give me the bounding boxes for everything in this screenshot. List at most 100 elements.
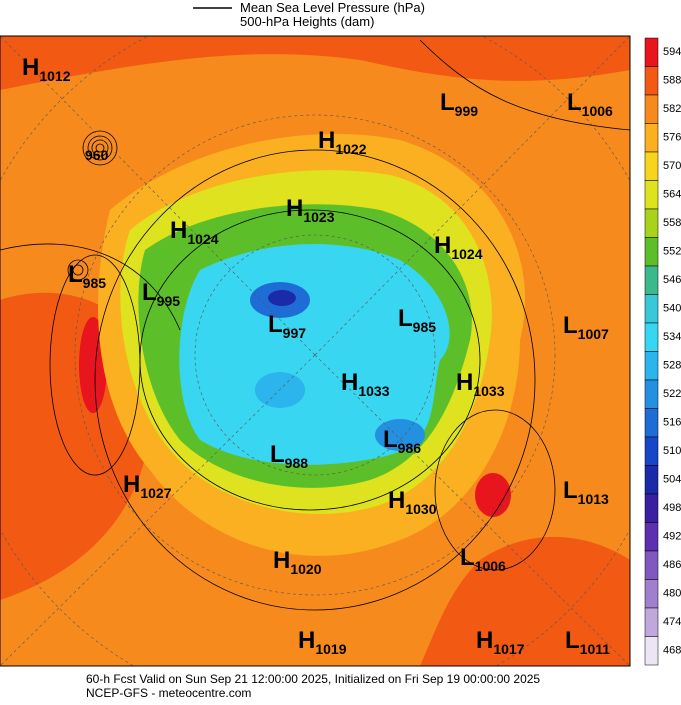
center-letter: L — [440, 89, 455, 116]
pressure-center: L985 — [68, 261, 106, 291]
colorbar-label: 534 — [663, 331, 681, 343]
pressure-center: L985 — [398, 305, 436, 335]
center-value: 1013 — [578, 491, 609, 507]
pressure-center: H1020 — [273, 547, 322, 577]
center-value: 988 — [285, 455, 309, 471]
colorbar-swatch — [644, 607, 659, 637]
colorbar-label: 516 — [663, 417, 681, 429]
colorbar-label: 552 — [663, 246, 681, 258]
center-letter: H — [388, 487, 405, 514]
center-value: 1020 — [290, 561, 321, 577]
colorbar-swatch — [644, 180, 659, 210]
colorbar-label: 522 — [663, 388, 681, 400]
colorbar-label: 558 — [663, 217, 681, 229]
center-value: 1023 — [303, 209, 334, 225]
center-value: 1006 — [475, 558, 506, 574]
footer-valid: 60-h Fcst Valid on Sun Sep 21 12:00:00 2… — [86, 672, 540, 686]
colorbar-swatch — [644, 294, 659, 324]
legend-line-label: Mean Sea Level Pressure (hPa) — [240, 0, 425, 15]
colorbar-label: 498 — [663, 502, 681, 514]
pressure-center: L1013 — [563, 477, 609, 507]
colorbar-label: 528 — [663, 360, 681, 372]
pressure-center: H1019 — [298, 627, 347, 657]
center-value: 1033 — [473, 383, 504, 399]
colorbar-swatch — [644, 123, 659, 153]
center-value: 1027 — [140, 485, 171, 501]
colorbar-swatch — [644, 94, 659, 124]
center-letter: L — [383, 426, 398, 453]
center-value: 985 — [413, 319, 437, 335]
colorbar-label: 576 — [663, 132, 681, 144]
center-letter: H — [476, 627, 493, 654]
pressure-center: H1023 — [286, 195, 335, 225]
center-value: 986 — [398, 440, 422, 456]
center-value: 960 — [85, 147, 109, 163]
colorbar: 594 588 582 576 570 564 558 552 546 540 534 528 522 5… — [644, 37, 681, 666]
center-letter: H — [318, 127, 335, 154]
colorbar-swatch — [644, 379, 659, 409]
pressure-center: H1033 — [456, 369, 505, 399]
colorbar-swatch — [644, 579, 659, 609]
pressure-center: H1033 — [341, 369, 390, 399]
pressure-center: L1006 — [567, 89, 613, 119]
center-letter: L — [268, 311, 283, 338]
colorbar-label: 468 — [663, 645, 681, 657]
center-value: 985 — [83, 275, 107, 291]
colorbar-label: 480 — [663, 588, 681, 600]
center-letter: H — [456, 369, 473, 396]
colorbar-swatch — [644, 66, 659, 96]
pressure-center: L999 — [440, 89, 478, 119]
center-value: 1017 — [493, 641, 524, 657]
pressure-center: H1017 — [476, 627, 525, 657]
colorbar-label: 510 — [663, 445, 681, 457]
center-value: 1024 — [187, 231, 218, 247]
colorbar-swatch — [644, 550, 659, 580]
center-value: 1019 — [315, 641, 346, 657]
colorbar-swatch — [644, 322, 659, 352]
center-letter: L — [460, 544, 475, 571]
pressure-center: L988 — [270, 441, 308, 471]
center-value: 1006 — [582, 103, 613, 119]
colorbar-label: 588 — [663, 75, 681, 87]
center-letter: L — [563, 312, 578, 339]
pressure-center: L986 — [383, 426, 421, 456]
colorbar-label: 492 — [663, 531, 681, 543]
center-letter: L — [398, 305, 413, 332]
pressure-center: H1030 — [388, 487, 437, 517]
colorbar-swatch — [644, 351, 659, 381]
center-letter: H — [22, 54, 39, 81]
pressure-center: H1024 — [434, 232, 483, 262]
center-value: 1030 — [405, 501, 436, 517]
center-letter: L — [563, 477, 578, 504]
colorbar-swatch — [644, 522, 659, 552]
pressure-center: 960 — [85, 147, 109, 163]
center-letter: L — [142, 279, 157, 306]
pressure-center: L1006 — [460, 544, 506, 574]
center-value: 995 — [157, 293, 181, 309]
center-value: 1011 — [580, 641, 611, 657]
center-value: 1033 — [358, 383, 389, 399]
colorbar-swatch — [644, 151, 659, 181]
colorbar-label: 540 — [663, 303, 681, 315]
colorbar-label: 594 — [663, 46, 681, 58]
colorbar-swatch — [644, 237, 659, 267]
center-letter: H — [286, 195, 303, 222]
colorbar-swatch — [644, 465, 659, 495]
colorbar-label: 570 — [663, 160, 681, 172]
center-letter: H — [170, 217, 187, 244]
center-letter: H — [273, 547, 290, 574]
pressure-center: H1022 — [318, 127, 367, 157]
pressure-center: L997 — [268, 311, 306, 341]
center-value: 1012 — [39, 68, 70, 84]
colorbar-label: 486 — [663, 559, 681, 571]
pressure-center: H1024 — [170, 217, 219, 247]
center-value: 1007 — [578, 326, 609, 342]
colorbar-label: 504 — [663, 474, 681, 486]
center-letter: H — [123, 471, 140, 498]
colorbar-swatch — [644, 208, 659, 238]
colorbar-swatch — [644, 436, 659, 466]
center-value: 1022 — [335, 141, 366, 157]
colorbar-swatch — [644, 636, 659, 666]
colorbar-label: 474 — [663, 616, 681, 628]
